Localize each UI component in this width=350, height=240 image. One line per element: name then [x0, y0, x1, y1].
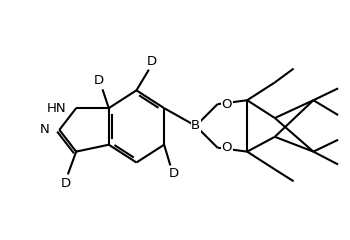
Text: O: O: [222, 141, 232, 154]
Text: D: D: [94, 74, 104, 87]
Text: B: B: [191, 120, 200, 132]
Text: D: D: [147, 55, 158, 68]
Text: D: D: [61, 177, 71, 190]
Text: HN: HN: [47, 102, 66, 115]
Text: D: D: [169, 168, 179, 180]
Text: O: O: [222, 98, 232, 111]
Text: N: N: [40, 123, 49, 136]
